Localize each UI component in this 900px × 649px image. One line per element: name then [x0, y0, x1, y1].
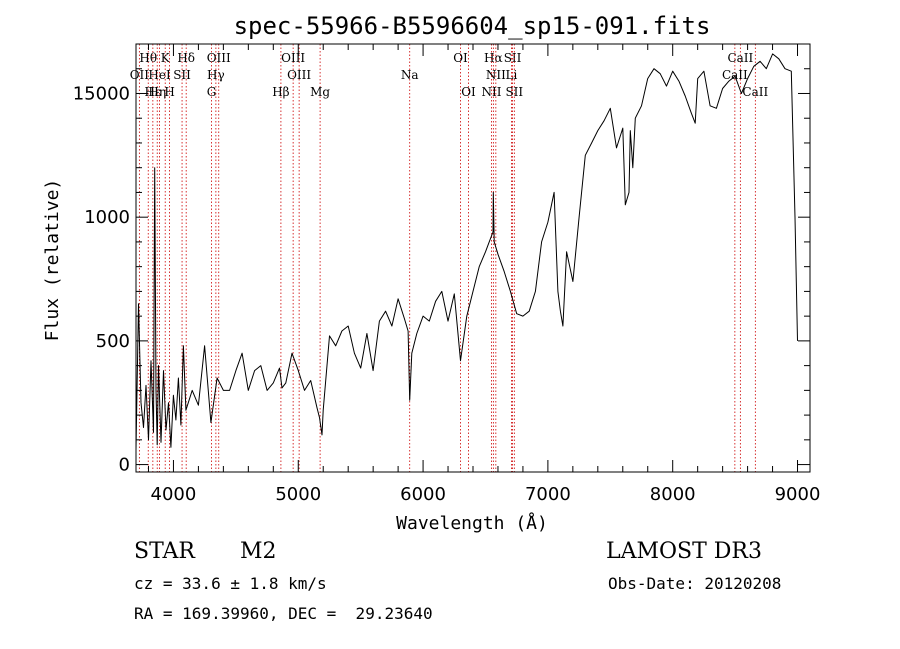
spectral-line-label-22: Hβ [272, 85, 289, 99]
spectral-line-label-9: OII [130, 68, 150, 82]
y-tick-label-2: 1000 [84, 207, 130, 228]
spectral-line-label-20: H [164, 85, 174, 99]
chart-title: spec-55966-B5596604_sp15-091.fits [234, 12, 711, 40]
y-tick-label-1: 500 [96, 331, 130, 352]
spectral-line-label-23: Mg [310, 85, 330, 99]
spectral-line-label-18: Hε [145, 85, 162, 99]
y-tick-label-3: 15000 [73, 83, 130, 104]
spectral-line-label-3: OIII [207, 51, 231, 65]
x-tick-label-2: 6000 [400, 484, 446, 505]
series-layer [135, 53, 798, 450]
x-tick-label-0: 4000 [151, 484, 197, 505]
spectral-line-label-5: OI [453, 51, 468, 65]
y-axis-label: Flux (relative) [42, 179, 63, 342]
spectral-line-label-8: CaII [727, 51, 753, 65]
spectral-line-label-2: Hδ [177, 51, 195, 65]
spectral-line-label-14: Na [401, 68, 419, 82]
spectral-line-label-0: Hθ [139, 51, 157, 65]
spectral-line-label-11: SII [173, 68, 191, 82]
spectral-line-label-24: OI [461, 85, 476, 99]
axes-layer: 4000 5000 6000 7000 8000 9000 0 500 1000 15000 [73, 43, 821, 505]
spectral-line-label-19: Hη [148, 85, 166, 99]
spectral-line-label-7: SII [504, 51, 522, 65]
spectral-line-label-15: NII [486, 68, 506, 82]
spectral-line-label-21: G [207, 85, 217, 99]
object-class: STAR [134, 539, 195, 564]
x-tick-label-5: 9000 [775, 484, 821, 505]
x-axis-label: Wavelength (Å) [396, 512, 548, 534]
redshift-text: cz = 33.6 ± 1.8 km/s [134, 574, 327, 593]
spectral-line-label-25: NII [481, 85, 501, 99]
coordinates-text: RA = 169.39960, DEC = 29.23640 [134, 604, 433, 623]
spectral-line-label-26: SII [505, 85, 523, 99]
spectral-line-label-6: Hα [484, 51, 503, 65]
object-subclass: M2 [240, 539, 277, 564]
spectrum-series-0 [135, 53, 798, 450]
x-tick-label-4: 8000 [650, 484, 696, 505]
spectral-line-label-16: Li [506, 68, 518, 82]
spectral-line-label-27: CaII [742, 85, 768, 99]
x-tick-label-1: 5000 [275, 484, 321, 505]
spectral-line-label-1: K [161, 51, 171, 65]
spectral-line-label-10: HeI [148, 68, 171, 82]
obs-date-text: Obs-Date: 20120208 [608, 574, 782, 593]
plot-frame [135, 43, 811, 473]
spectral-line-label-17: CaII [722, 68, 748, 82]
x-tick-label-3: 7000 [525, 484, 571, 505]
spectral-line-label-13: OIII [287, 68, 311, 82]
y-tick-label-0: 0 [119, 455, 130, 476]
spectral-line-label-12: Hγ [207, 68, 225, 82]
spectral-line-label-4: OIII [281, 51, 305, 65]
survey-name: LAMOST DR3 [606, 539, 762, 564]
